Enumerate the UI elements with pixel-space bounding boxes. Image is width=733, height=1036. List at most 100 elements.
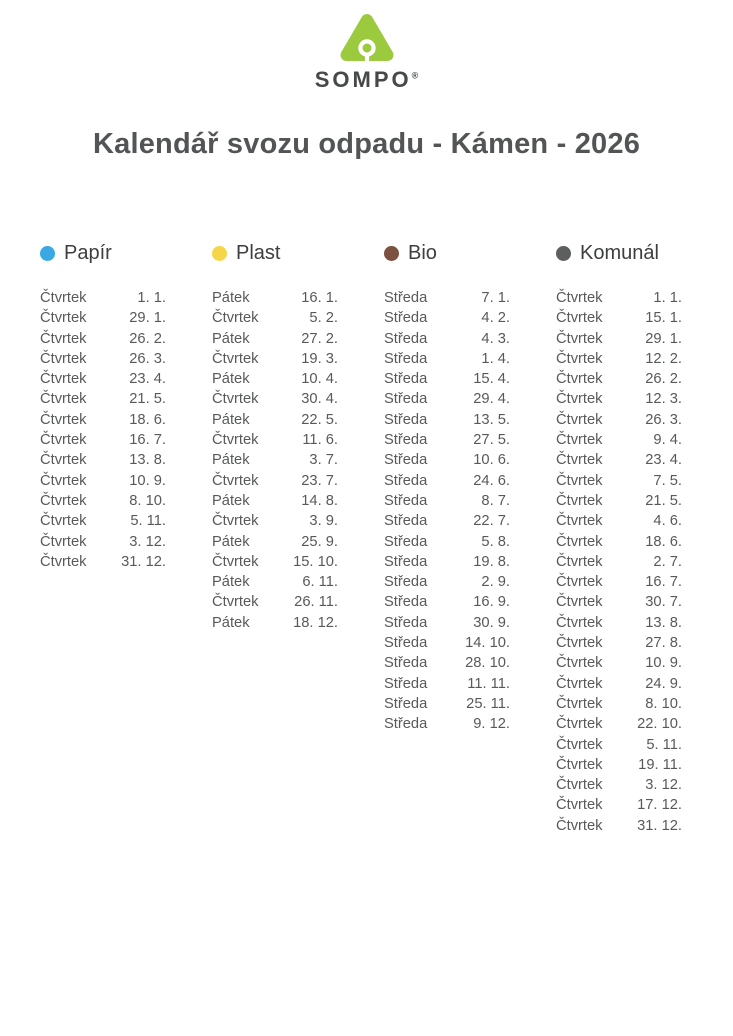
pickup-day: Středa [384, 290, 428, 306]
category-dot-icon-plast [212, 245, 227, 261]
pickup-row: Čtvrtek 30. 7. [556, 592, 682, 612]
pickup-day: Středa [384, 675, 428, 692]
sompo-tree-triangle-icon [339, 12, 395, 66]
pickup-rows: Pátek 16. 1. Čtvrtek 5. 2. Pátek 27. 2. Čtvrte… [212, 288, 338, 633]
category-dot-icon-komunal [556, 245, 571, 261]
pickup-row: Čtvrtek 10. 9. [40, 471, 166, 491]
pickup-row: Čtvrtek 3. 12. [40, 532, 166, 552]
pickup-row: Středa 25. 11. [384, 694, 510, 714]
pickup-day: Pátek [212, 492, 250, 509]
pickup-date: 2. 9. [481, 574, 510, 591]
pickup-date: 29. 1. [129, 310, 166, 327]
category-header-plast: Plast [212, 240, 338, 266]
pickup-date: 21. 5. [129, 391, 166, 408]
pickup-date: 4. 2. [481, 310, 510, 327]
pickup-date: 16. 7. [129, 432, 166, 449]
pickup-row: Středa 4. 2. [384, 308, 510, 328]
pickup-date: 15. 1. [645, 310, 682, 327]
pickup-row: Čtvrtek 26. 3. [556, 410, 682, 430]
pickup-day: Středa [384, 553, 428, 570]
pickup-day: Středa [384, 635, 428, 652]
pickup-row: Čtvrtek 8. 10. [556, 694, 682, 714]
pickup-date: 4. 3. [481, 330, 510, 347]
pickup-row: Čtvrtek 21. 5. [556, 491, 682, 511]
pickup-date: 21. 5. [645, 492, 682, 509]
pickup-date: 18. 12. [293, 614, 338, 631]
pickup-date: 22. 10. [637, 716, 682, 733]
pickup-date: 30. 7. [645, 594, 682, 611]
pickup-row: Čtvrtek 26. 3. [40, 349, 166, 369]
pickup-date: 8. 7. [481, 492, 510, 509]
pickup-row: Pátek 27. 2. [212, 329, 338, 349]
pickup-day: Čtvrtek [40, 350, 87, 367]
pickup-date: 13. 5. [473, 411, 510, 428]
pickup-date: 12. 2. [645, 350, 682, 367]
pickup-row: Čtvrtek 15. 10. [212, 552, 338, 572]
pickup-day: Čtvrtek [556, 553, 603, 570]
pickup-row: Čtvrtek 12. 3. [556, 389, 682, 409]
pickup-row: Čtvrtek 5. 11. [556, 735, 682, 755]
pickup-date: 11. 11. [467, 675, 510, 692]
pickup-row: Středa 8. 7. [384, 491, 510, 511]
pickup-row: Čtvrtek 18. 6. [556, 532, 682, 552]
pickup-day: Pátek [212, 290, 250, 306]
pickup-date: 27. 5. [473, 432, 510, 449]
pickup-day: Čtvrtek [40, 513, 87, 530]
pickup-date: 7. 5. [653, 472, 682, 489]
pickup-day: Čtvrtek [556, 635, 603, 652]
pickup-row: Středa 29. 4. [384, 389, 510, 409]
pickup-date: 6. 11. [302, 574, 338, 591]
pickup-row: Čtvrtek 27. 8. [556, 633, 682, 653]
pickup-date: 29. 1. [645, 330, 682, 347]
pickup-date: 8. 10. [129, 492, 166, 509]
pickup-day: Středa [384, 432, 428, 449]
pickup-row: Čtvrtek 26. 2. [556, 369, 682, 389]
category-label: Papír [64, 241, 112, 264]
pickup-row: Pátek 3. 7. [212, 450, 338, 470]
pickup-row: Čtvrtek 26. 11. [212, 592, 338, 612]
pickup-day: Středa [384, 411, 428, 428]
pickup-date: 10. 4. [301, 371, 338, 388]
pickup-day: Čtvrtek [212, 432, 259, 449]
pickup-row: Čtvrtek 7. 5. [556, 471, 682, 491]
category-column-plast: Plast Pátek 16. 1. Čtvrtek 5. 2. Pátek 27. 2. Č… [212, 240, 338, 633]
pickup-day: Čtvrtek [212, 310, 259, 327]
category-column-papir: Papír Čtvrtek 1. 1. Čtvrtek 29. 1. Čtvrtek 26.… [40, 240, 166, 572]
pickup-date: 26. 2. [645, 371, 682, 388]
pickup-row: Čtvrtek 3. 12. [556, 775, 682, 795]
pickup-day: Čtvrtek [556, 472, 603, 489]
pickup-row: Pátek 14. 8. [212, 491, 338, 511]
pickup-date: 19. 8. [473, 553, 510, 570]
pickup-date: 11. 6. [302, 432, 338, 449]
pickup-day: Čtvrtek [556, 452, 603, 469]
pickup-date: 22. 5. [301, 411, 338, 428]
pickup-row: Středa 10. 6. [384, 450, 510, 470]
pickup-row: Čtvrtek 24. 9. [556, 674, 682, 694]
pickup-day: Čtvrtek [40, 452, 87, 469]
pickup-day: Středa [384, 614, 428, 631]
pickup-row: Čtvrtek 3. 9. [212, 511, 338, 531]
pickup-row: Pátek 18. 12. [212, 613, 338, 633]
pickup-row: Čtvrtek 17. 12. [556, 795, 682, 815]
pickup-day: Čtvrtek [556, 695, 603, 712]
pickup-date: 30. 9. [473, 614, 510, 631]
pickup-day: Středa [384, 716, 428, 733]
pickup-row: Středa 2. 9. [384, 572, 510, 592]
pickup-day: Čtvrtek [556, 513, 603, 530]
pickup-day: Čtvrtek [212, 594, 259, 611]
pickup-row: Středa 28. 10. [384, 653, 510, 673]
pickup-row: Středa 13. 5. [384, 410, 510, 430]
pickup-date: 18. 6. [129, 411, 166, 428]
pickup-day: Čtvrtek [40, 533, 87, 550]
pickup-row: Středa 5. 8. [384, 532, 510, 552]
category-dot-icon-bio [384, 245, 399, 261]
registered-mark: ® [411, 70, 419, 81]
pickup-day: Čtvrtek [556, 310, 603, 327]
pickup-row: Čtvrtek 23. 7. [212, 471, 338, 491]
pickup-day: Čtvrtek [556, 371, 603, 388]
pickup-date: 23. 7. [301, 472, 338, 489]
pickup-day: Čtvrtek [556, 432, 603, 449]
pickup-date: 16. 9. [473, 594, 510, 611]
pickup-date: 19. 11. [638, 756, 682, 773]
pickup-day: Čtvrtek [556, 614, 603, 631]
